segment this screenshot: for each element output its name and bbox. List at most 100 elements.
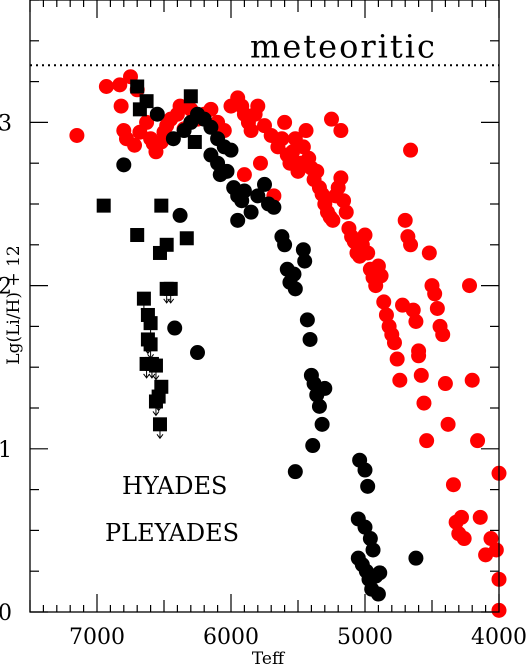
data-point-circle <box>297 253 313 269</box>
data-point-circle <box>470 433 486 449</box>
legend-hyades: HYADES <box>122 472 227 500</box>
x-tick-label: 6000 <box>203 625 259 650</box>
data-point-circle <box>333 170 349 186</box>
y-axis-label: Lg(Li/H) + 12 <box>4 245 24 364</box>
data-point-circle <box>488 542 504 558</box>
x-tick-label: 4000 <box>471 625 527 650</box>
data-point-circle <box>299 312 315 328</box>
data-point-circle <box>338 204 354 220</box>
data-point-circle <box>357 227 373 243</box>
meteoritic-label: meteoritic <box>250 27 437 65</box>
data-point-circle <box>421 245 437 261</box>
data-point-circle <box>416 395 432 411</box>
data-point-circle <box>336 193 352 209</box>
data-point-circle <box>298 123 314 139</box>
data-point-circle <box>453 509 469 525</box>
x-tick-label: 5000 <box>337 625 393 650</box>
data-point-circle <box>462 278 478 294</box>
data-point-square <box>130 228 145 243</box>
y-tick-label: 0 <box>0 601 12 626</box>
data-point-circle <box>403 237 419 253</box>
data-point-circle <box>112 77 128 93</box>
data-point-circle <box>149 106 165 122</box>
data-point-circle <box>127 137 143 153</box>
data-point-circle <box>277 237 293 253</box>
data-point-square <box>187 134 202 149</box>
y-tick-label: 1 <box>0 438 12 463</box>
data-point-circle <box>274 131 290 147</box>
data-point-circle <box>69 127 85 143</box>
series-hyades <box>116 106 424 602</box>
data-point-circle <box>440 416 456 432</box>
data-point-circle <box>357 462 373 478</box>
data-point-circle <box>325 212 341 228</box>
data-point-circle <box>243 204 259 220</box>
upper-limit-arrow <box>167 298 175 304</box>
data-point-circle <box>456 531 472 547</box>
data-point-circle <box>397 212 413 228</box>
data-point-circle <box>190 345 205 361</box>
data-point-square <box>130 79 145 94</box>
data-point-circle <box>483 531 499 547</box>
y-tick-label: 3 <box>0 111 12 136</box>
upper-limit-arrow <box>152 375 160 381</box>
data-point-circle <box>427 286 443 302</box>
data-point-circle <box>373 268 389 284</box>
data-point-circle <box>445 477 461 493</box>
data-point-circle <box>172 207 188 223</box>
data-point-circle <box>266 199 282 215</box>
data-point-square <box>139 94 154 109</box>
y-tick-label: 2 <box>0 275 12 300</box>
data-point-circle <box>413 367 429 383</box>
data-point-circle <box>376 294 392 310</box>
legend-pleyades: PLEYADES <box>105 519 239 547</box>
data-point-circle <box>302 331 318 347</box>
data-point-circle <box>167 320 183 336</box>
data-point-circle <box>236 183 252 199</box>
data-point-circle <box>219 163 235 179</box>
data-point-circle <box>113 98 129 114</box>
data-point-circle <box>223 142 239 158</box>
data-point-circle <box>277 114 293 130</box>
data-point-circle <box>386 335 402 351</box>
data-point-circle <box>408 314 424 330</box>
data-points <box>69 69 507 618</box>
data-point-circle <box>333 123 349 139</box>
data-point-circle <box>317 380 333 396</box>
data-point-circle <box>314 416 330 432</box>
data-point-circle <box>472 509 488 525</box>
data-point-circle <box>389 351 405 367</box>
data-point-circle <box>116 157 132 173</box>
data-point-circle <box>419 433 435 449</box>
upper-limit-arrow <box>152 411 160 417</box>
data-point-circle <box>464 372 480 388</box>
series-pleyades <box>69 69 507 618</box>
data-point-square <box>152 245 167 260</box>
data-point-circle <box>429 300 445 316</box>
data-point-circle <box>295 139 311 155</box>
data-point-circle <box>257 176 272 192</box>
data-point-circle <box>295 242 311 258</box>
upper-limit-arrow <box>143 373 150 379</box>
data-point-circle <box>98 78 114 94</box>
data-point-square <box>183 89 198 104</box>
data-point-circle <box>403 142 419 158</box>
data-point-circle <box>437 376 453 392</box>
data-point-circle <box>370 586 386 602</box>
data-point-circle <box>357 519 373 535</box>
tick-marks <box>29 0 500 613</box>
upper-limit-arrow <box>148 373 156 379</box>
data-point-circle <box>287 464 303 480</box>
data-point-circle <box>139 114 155 130</box>
plot-frame <box>29 0 500 613</box>
data-point-circle <box>250 98 266 114</box>
data-point-circle <box>392 372 408 388</box>
data-point-circle <box>311 398 327 414</box>
upper-limit-arrow <box>156 434 164 440</box>
data-point-circle <box>378 307 394 323</box>
data-point-circle <box>405 302 421 318</box>
data-point-circle <box>360 478 376 494</box>
series-hyades-upper-limits- <box>96 79 202 440</box>
data-point-circle <box>286 266 302 282</box>
